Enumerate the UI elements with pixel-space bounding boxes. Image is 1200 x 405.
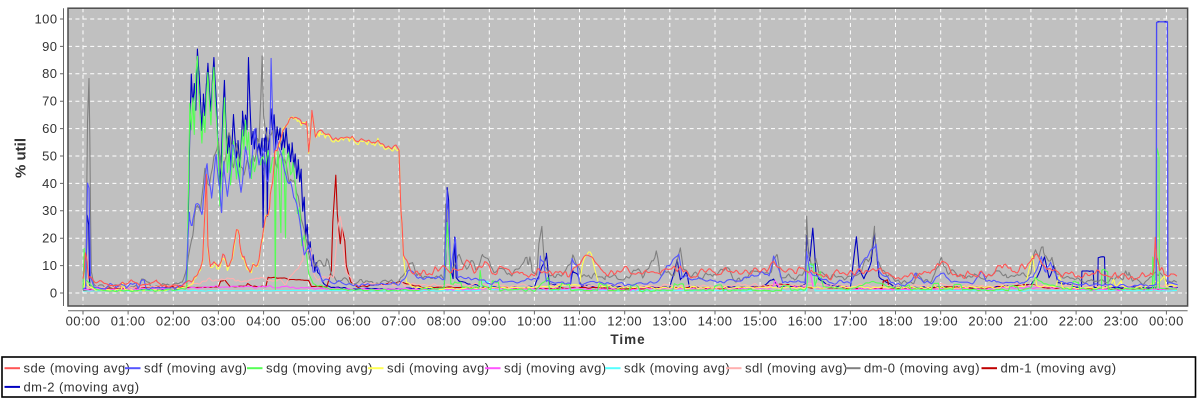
svg-text:02:00: 02:00	[156, 314, 191, 329]
svg-text:dm-2 (moving avg): dm-2 (moving avg)	[24, 379, 140, 394]
svg-text:00:00: 00:00	[1149, 314, 1184, 329]
svg-text:dm-1 (moving avg): dm-1 (moving avg)	[1001, 361, 1117, 376]
svg-text:100: 100	[34, 11, 57, 26]
svg-text:05:00: 05:00	[291, 314, 326, 329]
svg-text:08:00: 08:00	[427, 314, 462, 329]
svg-text:sdg (moving avg): sdg (moving avg)	[266, 361, 373, 376]
svg-text:60: 60	[42, 121, 57, 136]
svg-text:70: 70	[42, 94, 57, 109]
svg-text:0: 0	[50, 285, 58, 300]
svg-text:06:00: 06:00	[336, 314, 371, 329]
svg-text:10: 10	[42, 258, 57, 273]
svg-text:16:00: 16:00	[788, 314, 823, 329]
svg-text:sdl (moving avg): sdl (moving avg)	[745, 361, 848, 376]
svg-text:21:00: 21:00	[1014, 314, 1049, 329]
svg-text:00:00: 00:00	[66, 314, 101, 329]
svg-text:17:00: 17:00	[833, 314, 868, 329]
svg-text:50: 50	[42, 148, 57, 163]
svg-text:80: 80	[42, 66, 57, 81]
svg-text:01:00: 01:00	[111, 314, 146, 329]
svg-text:13:00: 13:00	[652, 314, 687, 329]
svg-text:20:00: 20:00	[968, 314, 1003, 329]
svg-text:sde (moving avg): sde (moving avg)	[24, 361, 131, 376]
svg-text:14:00: 14:00	[698, 314, 733, 329]
svg-text:07:00: 07:00	[382, 314, 417, 329]
svg-text:% util: % util	[13, 138, 30, 178]
svg-text:Time: Time	[610, 332, 645, 347]
svg-text:20: 20	[42, 231, 57, 246]
svg-text:sdi (moving avg): sdi (moving avg)	[387, 361, 490, 376]
svg-text:22:00: 22:00	[1059, 314, 1094, 329]
svg-text:sdj (moving avg): sdj (moving avg)	[504, 361, 607, 376]
svg-text:03:00: 03:00	[201, 314, 236, 329]
svg-text:11:00: 11:00	[563, 314, 597, 329]
svg-text:90: 90	[42, 39, 57, 54]
svg-text:10:00: 10:00	[517, 314, 552, 329]
svg-text:18:00: 18:00	[878, 314, 913, 329]
svg-text:23:00: 23:00	[1104, 314, 1139, 329]
svg-text:12:00: 12:00	[607, 314, 642, 329]
svg-text:30: 30	[42, 203, 57, 218]
svg-text:19:00: 19:00	[923, 314, 958, 329]
svg-text:sdk (moving avg): sdk (moving avg)	[624, 361, 730, 376]
svg-text:sdf (moving avg): sdf (moving avg)	[144, 361, 247, 376]
svg-text:dm-0 (moving avg): dm-0 (moving avg)	[864, 361, 980, 376]
svg-text:15:00: 15:00	[743, 314, 778, 329]
svg-text:40: 40	[42, 176, 57, 191]
svg-text:09:00: 09:00	[472, 314, 507, 329]
svg-text:04:00: 04:00	[246, 314, 281, 329]
